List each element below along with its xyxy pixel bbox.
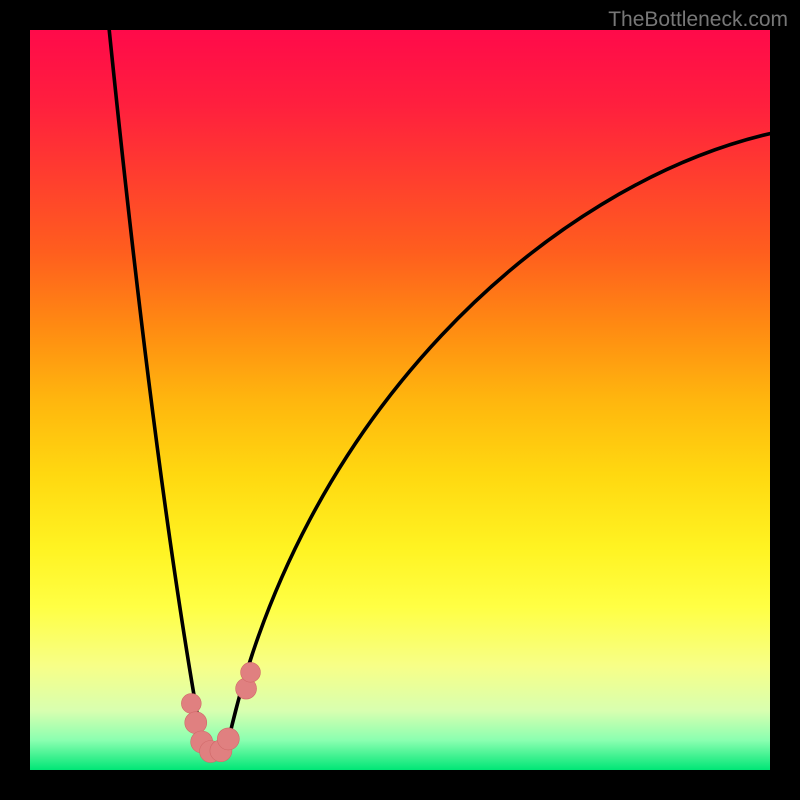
plot-area xyxy=(30,30,770,770)
chart-container: TheBottleneck.com xyxy=(0,0,800,800)
marker-point xyxy=(181,694,201,714)
marker-point xyxy=(217,728,239,750)
chart-svg xyxy=(0,0,800,800)
marker-point xyxy=(241,662,261,682)
marker-point xyxy=(185,712,207,734)
watermark-text: TheBottleneck.com xyxy=(608,8,788,32)
